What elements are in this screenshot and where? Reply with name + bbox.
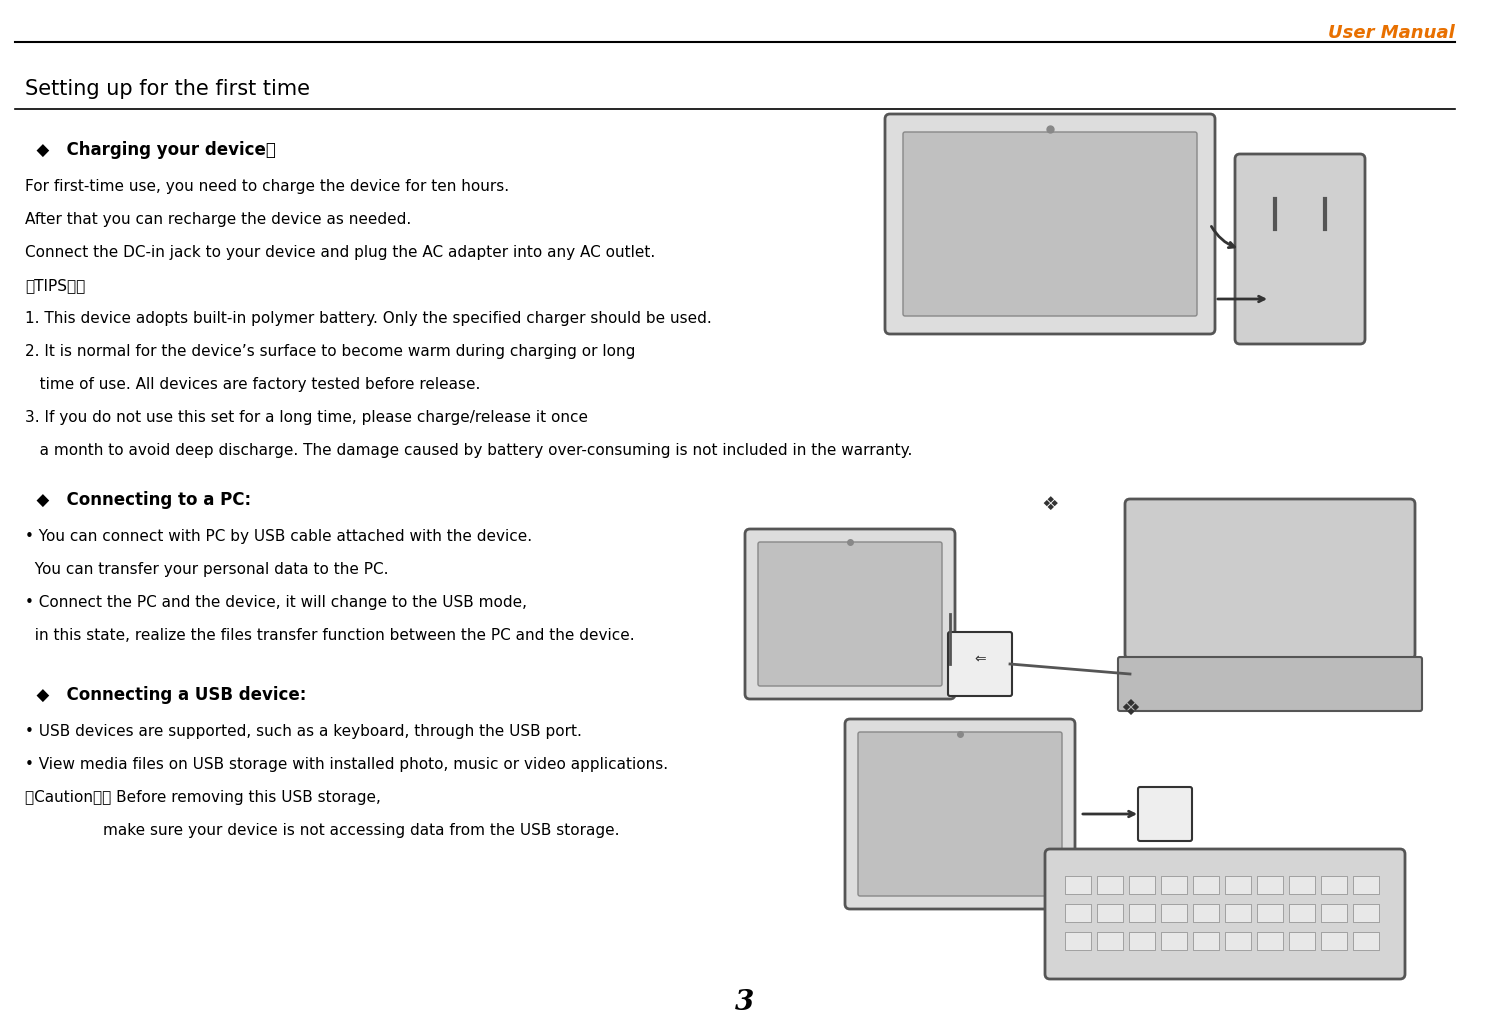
Text: a month to avoid deep discharge. The damage caused by battery over-consuming is : a month to avoid deep discharge. The dam… — [25, 443, 912, 458]
Text: • View media files on USB storage with installed photo, music or video applicati: • View media files on USB storage with i… — [25, 757, 668, 772]
FancyBboxPatch shape — [1138, 787, 1192, 841]
Bar — [1322, 904, 1347, 922]
Bar — [1065, 904, 1091, 922]
Text: Setting up for the first time: Setting up for the first time — [25, 79, 310, 99]
Bar — [1225, 904, 1252, 922]
Bar — [1065, 876, 1091, 894]
Bar — [1161, 876, 1188, 894]
Bar — [1193, 876, 1219, 894]
FancyBboxPatch shape — [943, 762, 1018, 866]
Bar — [1225, 932, 1252, 950]
Bar — [1129, 876, 1155, 894]
Text: • You can connect with PC by USB cable attached with the device.: • You can connect with PC by USB cable a… — [25, 529, 532, 544]
Text: ◆   Connecting to a PC:: ◆ Connecting to a PC: — [25, 491, 252, 509]
Text: You can transfer your personal data to the PC.: You can transfer your personal data to t… — [25, 562, 389, 577]
Text: make sure your device is not accessing data from the USB storage.: make sure your device is not accessing d… — [25, 823, 620, 838]
Text: 【TIPS】：: 【TIPS】： — [25, 278, 85, 293]
Text: ❖: ❖ — [1120, 699, 1140, 719]
Bar — [1193, 904, 1219, 922]
Text: ◆   Connecting a USB device:: ◆ Connecting a USB device: — [25, 686, 307, 704]
Bar — [1353, 932, 1380, 950]
Bar — [1289, 932, 1316, 950]
Text: User Manual: User Manual — [1328, 24, 1456, 42]
Bar — [1161, 904, 1188, 922]
Bar — [1193, 932, 1219, 950]
Text: ⇐: ⇐ — [974, 652, 986, 666]
Bar — [1258, 932, 1283, 950]
FancyBboxPatch shape — [858, 732, 1062, 896]
Text: 1. This device adopts built-in polymer battery. Only the specified charger shoul: 1. This device adopts built-in polymer b… — [25, 311, 712, 326]
Bar — [1322, 932, 1347, 950]
Bar — [1353, 876, 1380, 894]
FancyBboxPatch shape — [948, 632, 1012, 696]
Bar — [1353, 904, 1380, 922]
Text: 【Caution】： Before removing this USB storage,: 【Caution】： Before removing this USB stor… — [25, 790, 381, 805]
Text: in this state, realize the files transfer function between the PC and the device: in this state, realize the files transfe… — [25, 628, 635, 643]
Bar — [1065, 932, 1091, 950]
FancyBboxPatch shape — [1118, 657, 1421, 711]
Text: 3: 3 — [736, 989, 754, 1016]
FancyBboxPatch shape — [758, 542, 942, 686]
Bar — [1225, 876, 1252, 894]
Bar — [1161, 932, 1188, 950]
FancyBboxPatch shape — [845, 719, 1074, 909]
FancyBboxPatch shape — [903, 132, 1196, 316]
Bar — [1129, 904, 1155, 922]
Text: time of use. All devices are factory tested before release.: time of use. All devices are factory tes… — [25, 377, 480, 392]
Bar — [1097, 932, 1123, 950]
FancyBboxPatch shape — [1235, 154, 1365, 344]
Bar — [1097, 904, 1123, 922]
Bar — [1322, 876, 1347, 894]
Text: For first-time use, you need to charge the device for ten hours.: For first-time use, you need to charge t… — [25, 179, 510, 194]
Bar — [1258, 904, 1283, 922]
FancyBboxPatch shape — [885, 114, 1214, 334]
Bar — [1289, 876, 1316, 894]
Text: • USB devices are supported, such as a keyboard, through the USB port.: • USB devices are supported, such as a k… — [25, 724, 583, 739]
Bar — [1129, 932, 1155, 950]
Text: Connect the DC-in jack to your device and plug the AC adapter into any AC outlet: Connect the DC-in jack to your device an… — [25, 245, 656, 260]
Text: ◆   Charging your device：: ◆ Charging your device： — [25, 141, 276, 159]
FancyBboxPatch shape — [1125, 499, 1416, 659]
FancyBboxPatch shape — [745, 529, 955, 699]
Text: 2. It is normal for the device’s surface to become warm during charging or long: 2. It is normal for the device’s surface… — [25, 344, 635, 359]
FancyBboxPatch shape — [1044, 849, 1405, 979]
Text: 3. If you do not use this set for a long time, please charge/release it once: 3. If you do not use this set for a long… — [25, 410, 589, 425]
Text: ❖: ❖ — [1042, 494, 1059, 514]
Text: • Connect the PC and the device, it will change to the USB mode,: • Connect the PC and the device, it will… — [25, 595, 527, 610]
Bar — [1097, 876, 1123, 894]
Bar — [1258, 876, 1283, 894]
Bar — [1289, 904, 1316, 922]
Text: After that you can recharge the device as needed.: After that you can recharge the device a… — [25, 212, 411, 227]
